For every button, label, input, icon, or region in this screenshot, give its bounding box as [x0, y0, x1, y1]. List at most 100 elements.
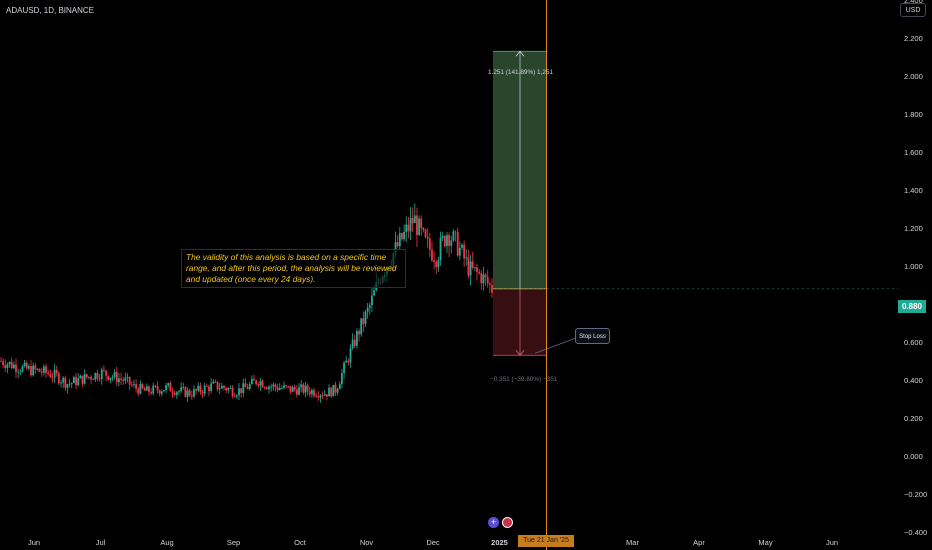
- candle-body: [295, 389, 298, 395]
- candle-body: [130, 384, 133, 386]
- candle-body: [486, 277, 489, 284]
- candle-body: [42, 366, 45, 373]
- candle-body: [356, 330, 358, 346]
- candle-body: [428, 238, 431, 250]
- candle-body: [304, 385, 307, 393]
- candle-body: [476, 267, 478, 272]
- target-zone: [493, 51, 546, 289]
- flag-icon[interactable]: [502, 517, 513, 528]
- candle-body: [154, 385, 157, 387]
- candle-body: [433, 260, 436, 263]
- candle-body: [422, 228, 425, 230]
- candle-body: [330, 387, 333, 397]
- candle-body: [193, 389, 195, 397]
- time-tick: May: [758, 538, 772, 547]
- candle-body: [62, 377, 65, 383]
- candle-body: [23, 362, 26, 367]
- candle-body: [103, 369, 105, 371]
- candle-body: [98, 378, 101, 380]
- candle-body: [469, 261, 472, 276]
- candle-body: [66, 384, 69, 388]
- candle-body: [111, 376, 114, 378]
- candle-body: [405, 224, 408, 232]
- candle-body: [178, 391, 180, 393]
- candle-body: [150, 392, 152, 394]
- time-tick: Mar: [626, 538, 639, 547]
- candle-body: [188, 390, 191, 396]
- candle-body: [167, 383, 170, 386]
- candle-body: [426, 236, 429, 239]
- candle-body: [276, 387, 279, 390]
- price-tick: 1.000: [904, 262, 923, 271]
- candle-body: [326, 394, 328, 397]
- candle-body: [40, 371, 43, 373]
- price-tick: 1.800: [904, 110, 923, 119]
- candle-body: [199, 385, 202, 392]
- candle-body: [92, 379, 95, 380]
- candle-body: [302, 384, 305, 393]
- candle-body: [338, 384, 341, 390]
- candle-body: [358, 330, 360, 335]
- price-tick: −0.400: [904, 528, 927, 537]
- candle-body: [79, 375, 82, 379]
- candle-body: [268, 386, 270, 390]
- candle-body: [334, 384, 337, 393]
- symbol-label[interactable]: ADAUSD, 1D, BINANCE: [6, 6, 95, 15]
- candle-body: [424, 229, 427, 237]
- candle-body: [401, 233, 403, 240]
- price-tick: 2.400: [904, 0, 923, 5]
- candle-body: [184, 387, 187, 397]
- candle-body: [238, 388, 240, 396]
- candle-body: [450, 240, 453, 246]
- candle-body: [396, 242, 399, 247]
- candle-body: [263, 387, 266, 389]
- candle-body: [313, 390, 315, 396]
- stop-loss-callout[interactable]: Stop Loss: [575, 328, 610, 344]
- candle-body: [454, 231, 457, 233]
- candle-body: [21, 366, 24, 372]
- target-label: 1.251 (141.89%) 1,251: [488, 69, 554, 76]
- candle-body: [180, 387, 183, 392]
- candle-body: [4, 365, 7, 369]
- candle-body: [60, 382, 62, 384]
- price-tick: 1.400: [904, 186, 923, 195]
- candle-body: [145, 386, 148, 391]
- candle-body: [347, 360, 350, 363]
- candle-body: [171, 391, 174, 394]
- candle-body: [446, 235, 448, 247]
- candle-body: [488, 283, 491, 285]
- currency-button[interactable]: USD: [900, 3, 926, 17]
- analysis-note[interactable]: The validity of this analysis is based o…: [181, 249, 406, 288]
- candle-body: [36, 369, 39, 370]
- candle-body: [70, 382, 73, 384]
- candle-body: [482, 274, 485, 284]
- time-tick: Sep: [227, 538, 240, 547]
- candle-body: [218, 388, 221, 390]
- time-tick: Jul: [96, 538, 106, 547]
- candle-body: [212, 381, 215, 384]
- time-tick: Aug: [160, 538, 173, 547]
- candle-body: [411, 218, 414, 224]
- candle-body: [398, 233, 401, 247]
- candle-body: [480, 273, 483, 284]
- plus-icon[interactable]: +: [488, 517, 499, 528]
- candle-body: [244, 383, 247, 388]
- candle-body: [349, 348, 352, 363]
- candle-body: [458, 247, 461, 256]
- candle-body: [113, 372, 116, 377]
- candle-body: [15, 364, 17, 372]
- candle-body: [107, 375, 110, 380]
- price-tick: −0.200: [904, 490, 927, 499]
- candle-body: [229, 387, 232, 389]
- candle-body: [72, 377, 75, 383]
- candle-body: [366, 307, 369, 312]
- candle-body: [315, 395, 318, 397]
- candle-body: [223, 385, 225, 388]
- candle-body: [283, 385, 285, 388]
- candle-body: [197, 385, 200, 391]
- candle-body: [148, 386, 150, 393]
- candle-body: [478, 271, 481, 274]
- candle-body: [201, 391, 204, 394]
- candle-body: [227, 388, 230, 391]
